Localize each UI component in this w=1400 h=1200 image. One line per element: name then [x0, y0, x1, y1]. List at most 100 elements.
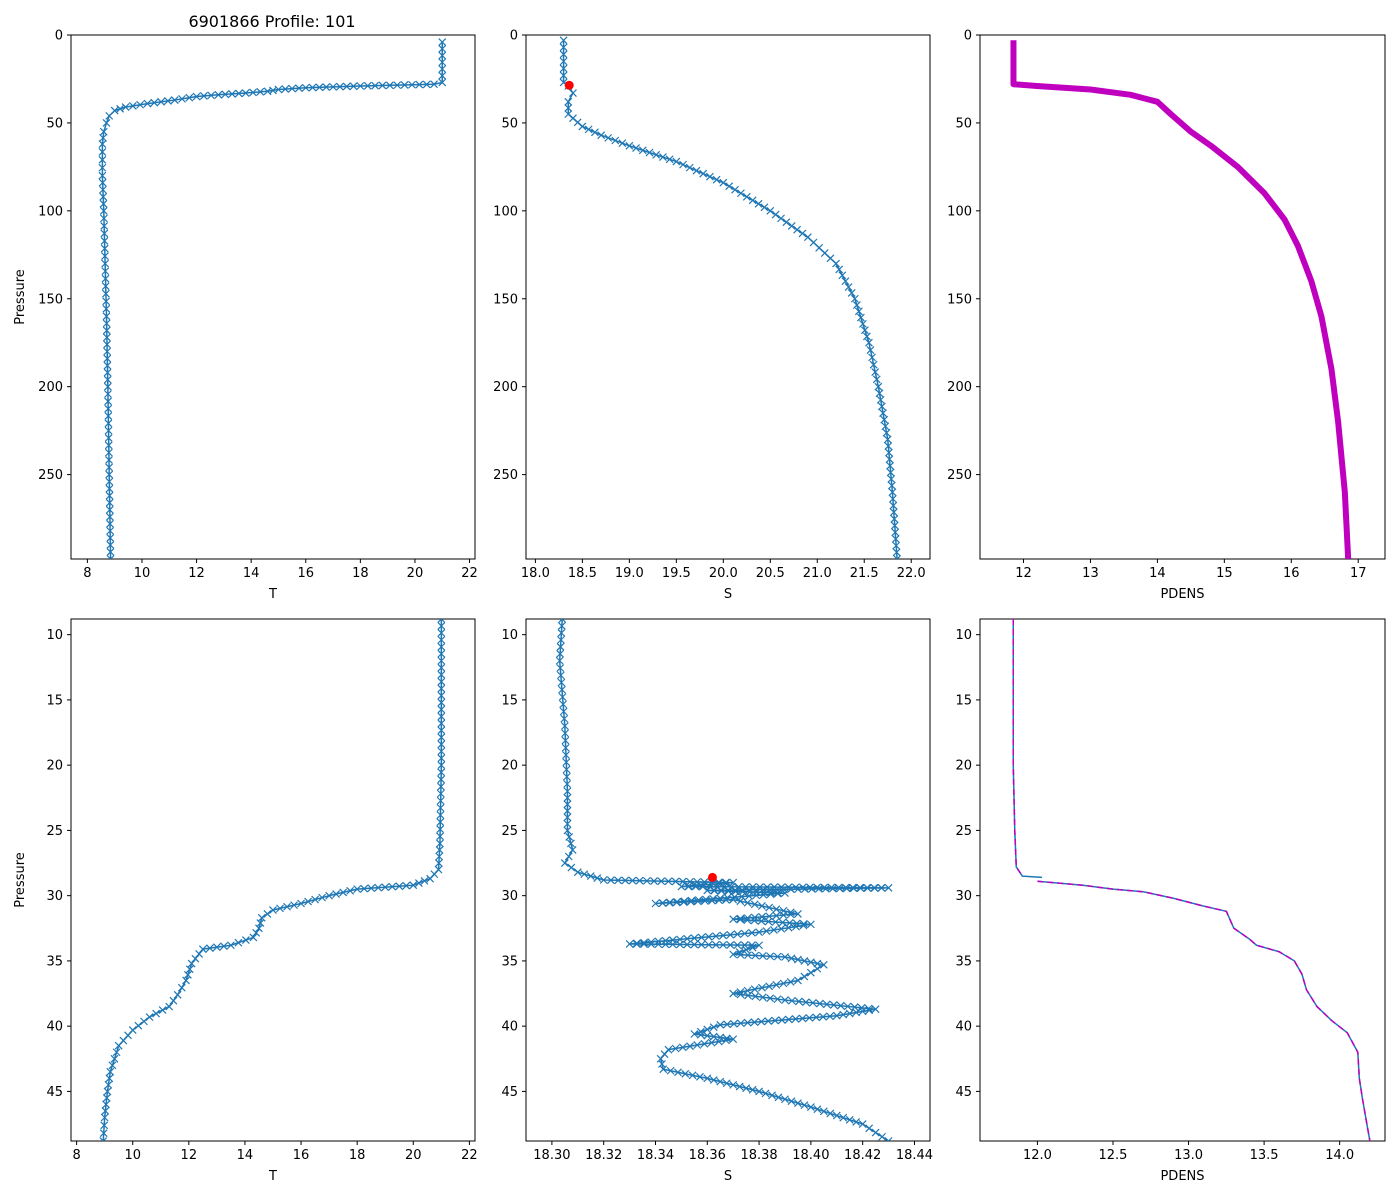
- data-point-marker: [134, 1021, 143, 1030]
- data-point-marker: [559, 36, 568, 45]
- data-point-marker: [782, 218, 791, 227]
- data-point-marker: [750, 913, 759, 922]
- data-point-marker: [725, 182, 734, 191]
- data-point-marker: [437, 726, 446, 735]
- axes-frame: [525, 618, 931, 1142]
- data-point-marker: [395, 882, 404, 891]
- data-point-marker: [772, 905, 781, 914]
- data-point-marker: [640, 938, 648, 947]
- data-point-marker: [700, 878, 709, 886]
- data-point-marker: [205, 944, 214, 953]
- data-point-marker: [709, 1023, 718, 1032]
- data-point-marker: [99, 192, 108, 201]
- y-tick-label: 30: [501, 889, 518, 904]
- y-tick-label: 40: [501, 1020, 518, 1035]
- data-point-marker: [838, 271, 847, 280]
- data-point-marker: [743, 1018, 752, 1027]
- data-point-marker: [887, 481, 896, 490]
- data-point-marker: [666, 1066, 675, 1075]
- y-tick-label: 25: [501, 824, 518, 839]
- data-point-marker: [578, 122, 587, 131]
- data-point-marker: [105, 512, 114, 521]
- data-point-marker: [787, 221, 796, 230]
- data-point-marker: [112, 1048, 121, 1057]
- data-point-marker: [437, 628, 446, 637]
- data-point-marker: [677, 882, 686, 891]
- data-point-marker: [849, 884, 858, 893]
- data-point-marker: [100, 1121, 109, 1130]
- data-point-marker: [777, 214, 785, 223]
- data-point-marker: [103, 382, 112, 391]
- data-point-marker: [865, 338, 873, 347]
- x-tick-label: 14: [237, 1148, 254, 1163]
- data-point-marker: [772, 980, 781, 989]
- data-point-marker: [681, 1069, 690, 1078]
- data-point-marker: [562, 758, 571, 767]
- y-tick-label: 250: [38, 468, 63, 483]
- data-point-marker: [747, 941, 756, 950]
- data-point-marker: [385, 81, 394, 90]
- x-axis-label: T: [268, 587, 277, 602]
- data-point-marker: [170, 96, 179, 104]
- chart-panel-bottom-temperature: 8 10 12 14 16 18 20 22 10 15 20 25 30 35 40 45 T Pressure: [13, 618, 478, 1184]
- data-point-marker: [773, 995, 782, 1004]
- data-point-marker: [106, 526, 115, 535]
- data-point-marker: [852, 301, 861, 309]
- x-tick-label: 16: [293, 1148, 310, 1163]
- data-point-marker: [886, 461, 894, 470]
- data-point-marker: [560, 722, 569, 730]
- data-point-marker: [751, 992, 760, 1001]
- data-point-marker: [779, 979, 788, 988]
- data-point-marker: [102, 297, 111, 306]
- data-point-marker: [98, 148, 107, 156]
- data-point-marker: [437, 754, 446, 763]
- data-point-marker: [436, 832, 444, 841]
- data-point-marker: [105, 1074, 114, 1083]
- data-point-marker: [889, 501, 898, 510]
- data-point-marker: [437, 747, 446, 756]
- data-point-marker: [798, 229, 807, 238]
- data-point-marker: [645, 148, 654, 157]
- data-point-marker: [793, 885, 802, 894]
- data-point-marker: [856, 884, 865, 893]
- data-point-marker: [559, 64, 568, 73]
- y-tick-label: 35: [501, 954, 518, 969]
- x-tick-label: 8: [72, 1148, 80, 1163]
- data-point-marker: [182, 976, 190, 985]
- data-point-marker: [742, 192, 751, 201]
- data-point-marker: [844, 283, 853, 291]
- data-point-marker: [847, 288, 856, 297]
- data-point-marker: [843, 1002, 852, 1011]
- y-tick-label: 25: [955, 824, 972, 839]
- data-point-marker: [758, 902, 766, 910]
- data-point-marker: [346, 886, 355, 895]
- data-point-marker: [743, 916, 752, 925]
- data-point-marker: [759, 890, 768, 899]
- data-point-marker: [638, 146, 647, 155]
- data-point-marker: [874, 382, 883, 391]
- data-point-marker: [339, 888, 348, 897]
- data-point-marker: [752, 891, 761, 900]
- data-point-marker: [755, 941, 764, 950]
- x-tick-label: 18.34: [637, 1148, 674, 1163]
- data-point-marker: [173, 990, 182, 999]
- data-point-marker: [563, 819, 572, 828]
- data-point-marker: [892, 541, 901, 550]
- data-point-marker: [241, 936, 250, 944]
- data-point-marker: [437, 698, 446, 707]
- data-point-marker: [700, 1039, 709, 1048]
- data-point-marker: [786, 908, 795, 917]
- data-point-marker: [735, 948, 744, 957]
- data-point-marker: [580, 870, 589, 879]
- y-tick-label: 15: [46, 693, 63, 708]
- data-point-marker: [787, 954, 796, 963]
- data-point-marker: [703, 1031, 712, 1040]
- data-point-marker: [393, 81, 402, 90]
- data-point-marker: [819, 1012, 827, 1021]
- y-tick-label: 20: [955, 759, 972, 774]
- data-point-marker: [315, 83, 324, 92]
- data-point-marker: [556, 642, 565, 651]
- data-point-marker: [683, 934, 692, 943]
- data-point-marker: [185, 93, 194, 102]
- x-tick-label: 20: [405, 1148, 422, 1163]
